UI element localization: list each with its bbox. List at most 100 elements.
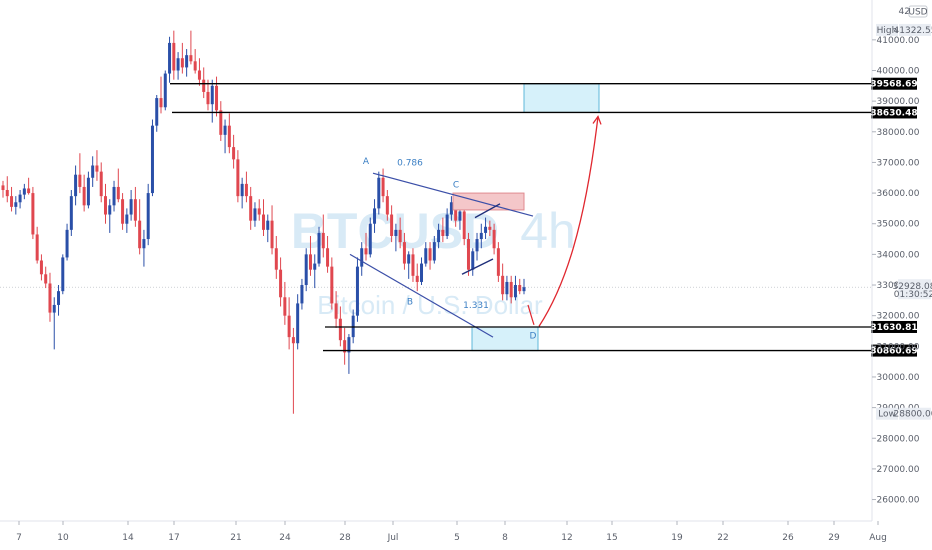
candle[interactable] — [163, 70, 167, 111]
candle[interactable] — [437, 223, 441, 249]
candle[interactable] — [394, 223, 398, 252]
candle[interactable] — [176, 52, 180, 80]
candle[interactable] — [484, 217, 488, 240]
candle[interactable] — [129, 190, 133, 221]
candle[interactable] — [402, 232, 406, 270]
candle[interactable] — [407, 251, 411, 279]
candle[interactable] — [398, 217, 402, 249]
candle[interactable] — [415, 263, 419, 292]
candle[interactable] — [52, 297, 56, 350]
candle[interactable] — [253, 202, 257, 227]
candle[interactable] — [343, 327, 347, 365]
candle[interactable] — [5, 176, 9, 203]
candle[interactable] — [274, 235, 278, 279]
candle[interactable] — [236, 150, 240, 203]
candle[interactable] — [257, 199, 261, 221]
candle[interactable] — [232, 134, 236, 169]
candle[interactable] — [39, 254, 43, 281]
candle[interactable] — [138, 199, 142, 255]
currency-badge[interactable]: USD — [908, 5, 928, 18]
candle[interactable] — [266, 214, 270, 243]
candle[interactable] — [334, 291, 338, 328]
candle[interactable] — [219, 101, 223, 141]
target-zone-box[interactable] — [523, 83, 600, 113]
candle[interactable] — [513, 275, 517, 301]
price-axis[interactable]: 26000.00 27000.00 28000.00 29000.00 30000.00… — [871, 0, 932, 521]
candle[interactable] — [326, 235, 330, 273]
candle[interactable] — [313, 254, 317, 289]
candle[interactable] — [108, 199, 112, 233]
candle[interactable] — [283, 281, 287, 325]
candle[interactable] — [223, 119, 227, 154]
candle[interactable] — [142, 229, 146, 267]
candle[interactable] — [360, 242, 364, 276]
candle[interactable] — [381, 168, 385, 203]
candle[interactable] — [249, 186, 253, 230]
candle[interactable] — [155, 95, 159, 132]
candle[interactable] — [112, 180, 116, 212]
candle[interactable] — [377, 171, 381, 215]
candle[interactable] — [172, 30, 176, 80]
candle[interactable] — [91, 156, 95, 187]
candle[interactable] — [86, 171, 90, 209]
candle[interactable] — [116, 168, 120, 203]
candle[interactable] — [300, 278, 304, 310]
candle[interactable] — [74, 165, 78, 206]
candle[interactable] — [78, 153, 82, 194]
candle[interactable] — [296, 294, 300, 350]
candle[interactable] — [69, 190, 73, 236]
candle[interactable] — [99, 162, 103, 203]
candle[interactable] — [368, 217, 372, 258]
candle[interactable] — [244, 171, 248, 203]
candle[interactable] — [65, 223, 69, 261]
candle[interactable] — [441, 217, 445, 243]
horizontal-levels[interactable]: 39568.69 38630.48 31630.81 30860.69 — [170, 77, 918, 357]
candle[interactable] — [22, 183, 26, 200]
candle[interactable] — [304, 248, 308, 292]
candle[interactable] — [279, 257, 283, 307]
candle[interactable] — [227, 113, 231, 154]
candle[interactable] — [10, 186, 14, 212]
candle[interactable] — [14, 196, 18, 215]
candle[interactable] — [197, 58, 201, 86]
time-axis[interactable]: 7 10 14 17 21 24 28 Jul 5 8 12 15 19 22 26 29 Aug — [0, 520, 887, 543]
candle[interactable] — [31, 186, 35, 240]
candle[interactable] — [449, 196, 453, 221]
candle[interactable] — [44, 266, 48, 289]
candle[interactable] — [317, 226, 321, 267]
candle[interactable] — [57, 285, 61, 316]
candle[interactable] — [210, 79, 214, 123]
candle[interactable] — [61, 254, 65, 295]
candle[interactable] — [488, 220, 492, 236]
candle[interactable] — [420, 257, 424, 286]
candle[interactable] — [424, 242, 428, 267]
candle[interactable] — [364, 232, 368, 261]
candle[interactable] — [432, 235, 436, 264]
channel-top-line[interactable] — [474, 203, 501, 219]
candle[interactable] — [133, 186, 137, 227]
candle[interactable] — [471, 248, 475, 276]
candle[interactable] — [522, 278, 526, 295]
candle[interactable] — [287, 297, 291, 350]
channel-bottom-line[interactable] — [461, 258, 494, 275]
candle[interactable] — [150, 119, 154, 197]
candle[interactable] — [518, 278, 522, 295]
candle[interactable] — [475, 232, 479, 261]
candle[interactable] — [321, 214, 325, 258]
candle[interactable] — [308, 235, 312, 276]
lower-trend-line[interactable] — [349, 253, 494, 338]
candle[interactable] — [82, 174, 86, 212]
candle[interactable] — [462, 205, 466, 246]
projection-arrow[interactable] — [538, 116, 599, 327]
candle[interactable] — [445, 208, 449, 240]
candle[interactable] — [373, 199, 377, 233]
candle[interactable] — [206, 79, 210, 111]
candle[interactable] — [428, 242, 432, 270]
candle[interactable] — [168, 36, 172, 83]
candle[interactable] — [48, 272, 52, 322]
candle[interactable] — [347, 334, 351, 374]
candle[interactable] — [95, 150, 99, 181]
candle[interactable] — [121, 193, 125, 230]
candle[interactable] — [270, 205, 274, 255]
